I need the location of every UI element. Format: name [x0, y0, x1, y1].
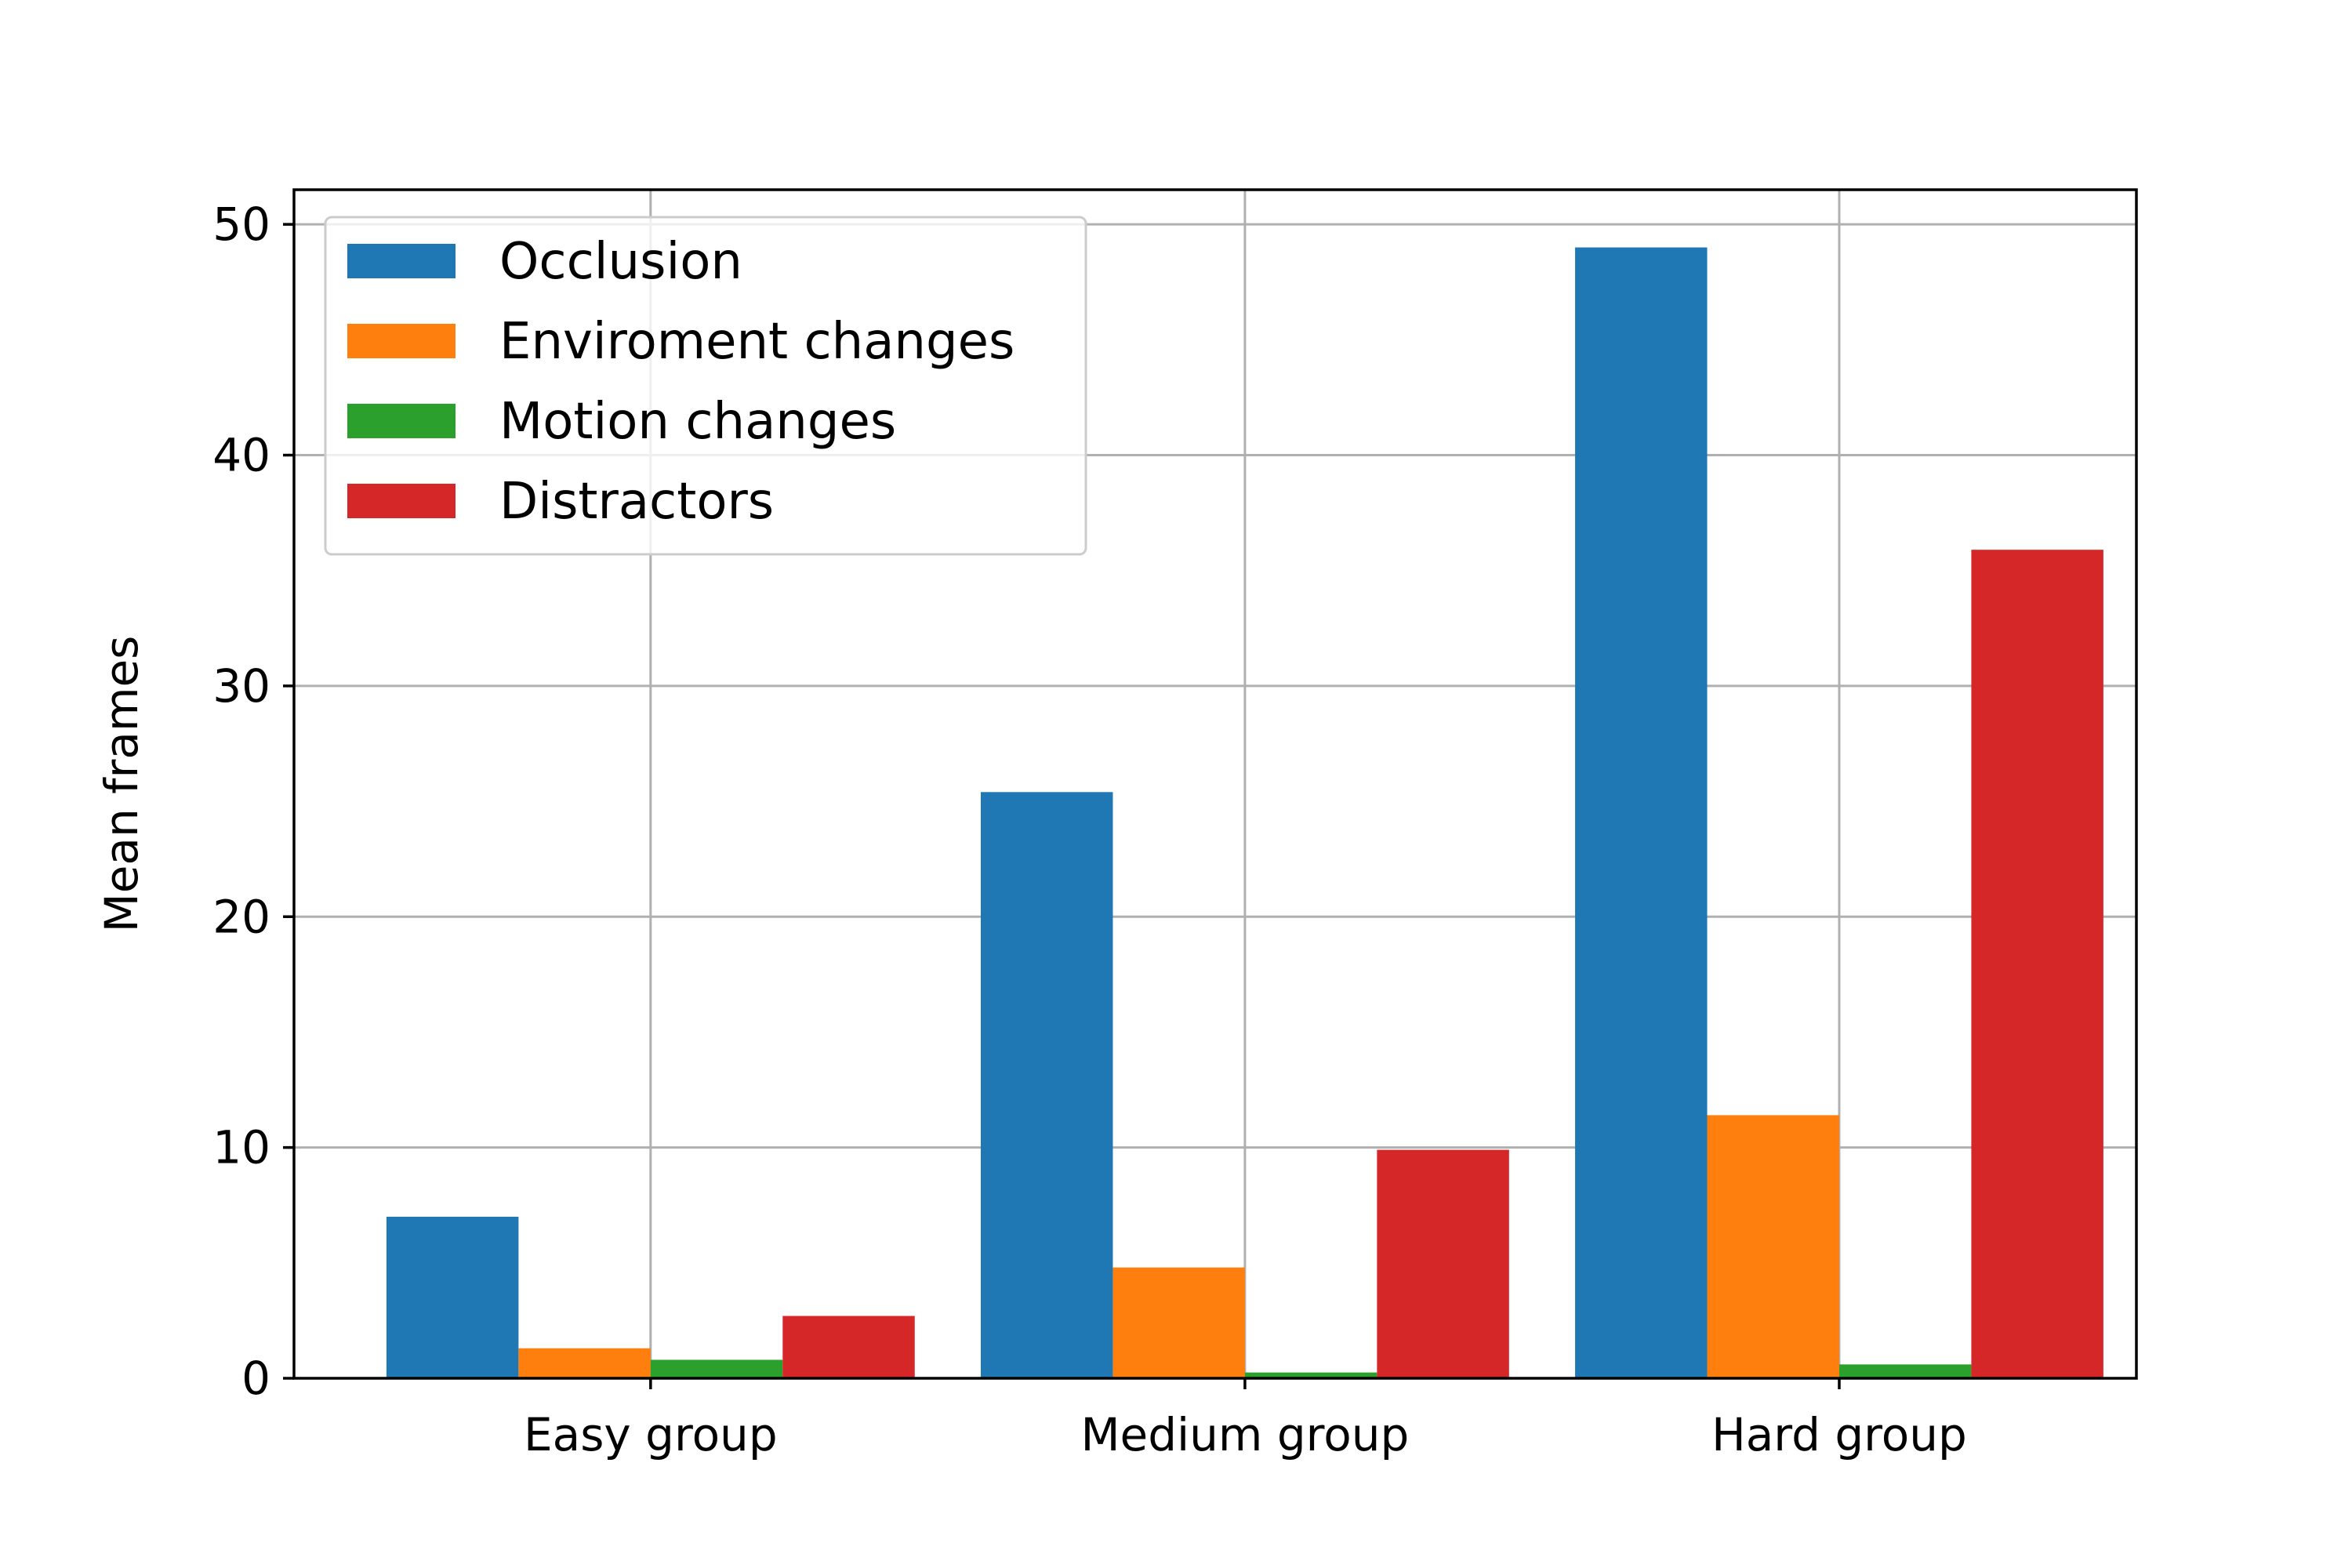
y-tick-label: 0 — [241, 1352, 270, 1405]
legend: Occlusion Enviroment changes Motion change… — [324, 216, 1087, 556]
y-tick-label: 40 — [212, 429, 270, 482]
bar-motion-changes-0 — [650, 1359, 783, 1378]
bar-occlusion-0 — [386, 1216, 519, 1378]
x-tick-label: Easy group — [524, 1408, 778, 1461]
bar-occlusion-1 — [980, 792, 1113, 1378]
x-tick-label: Medium group — [1080, 1408, 1409, 1461]
legend-label: Distractors — [499, 473, 774, 531]
y-tick-label: 30 — [212, 659, 270, 713]
legend-swatch — [347, 404, 456, 438]
legend-label: Enviroment changes — [499, 313, 1014, 371]
legend-swatch — [347, 324, 456, 358]
bars — [386, 247, 2103, 1378]
bar-distractors-0 — [782, 1316, 915, 1378]
x-tick-label: Hard group — [1711, 1408, 1967, 1461]
bar-distractors-1 — [1377, 1149, 1509, 1378]
y-tick-label: 10 — [212, 1121, 270, 1174]
x-axis-ticks: Easy group Medium group Hard group — [524, 1378, 1967, 1461]
bar-enviroment-changes-0 — [518, 1348, 651, 1378]
legend-swatch — [347, 484, 456, 518]
plot-frame — [292, 188, 2138, 1380]
y-axis-label: Mean frames — [95, 636, 148, 933]
bar-occlusion-2 — [1575, 247, 1708, 1378]
legend-box — [324, 216, 1087, 556]
bar-enviroment-changes-2 — [1707, 1115, 1839, 1378]
legend-label: Occlusion — [499, 233, 742, 291]
y-axis-ticks: 0 10 20 30 40 50 — [212, 198, 294, 1405]
y-tick-label: 50 — [212, 198, 270, 251]
bar-enviroment-changes-1 — [1112, 1267, 1245, 1378]
legend-label: Motion changes — [499, 393, 896, 451]
bar-distractors-2 — [1971, 550, 2103, 1378]
y-tick-label: 20 — [212, 890, 270, 943]
bar-motion-changes-1 — [1244, 1372, 1377, 1378]
bar-motion-changes-2 — [1838, 1364, 1972, 1378]
legend-swatch — [347, 244, 456, 278]
